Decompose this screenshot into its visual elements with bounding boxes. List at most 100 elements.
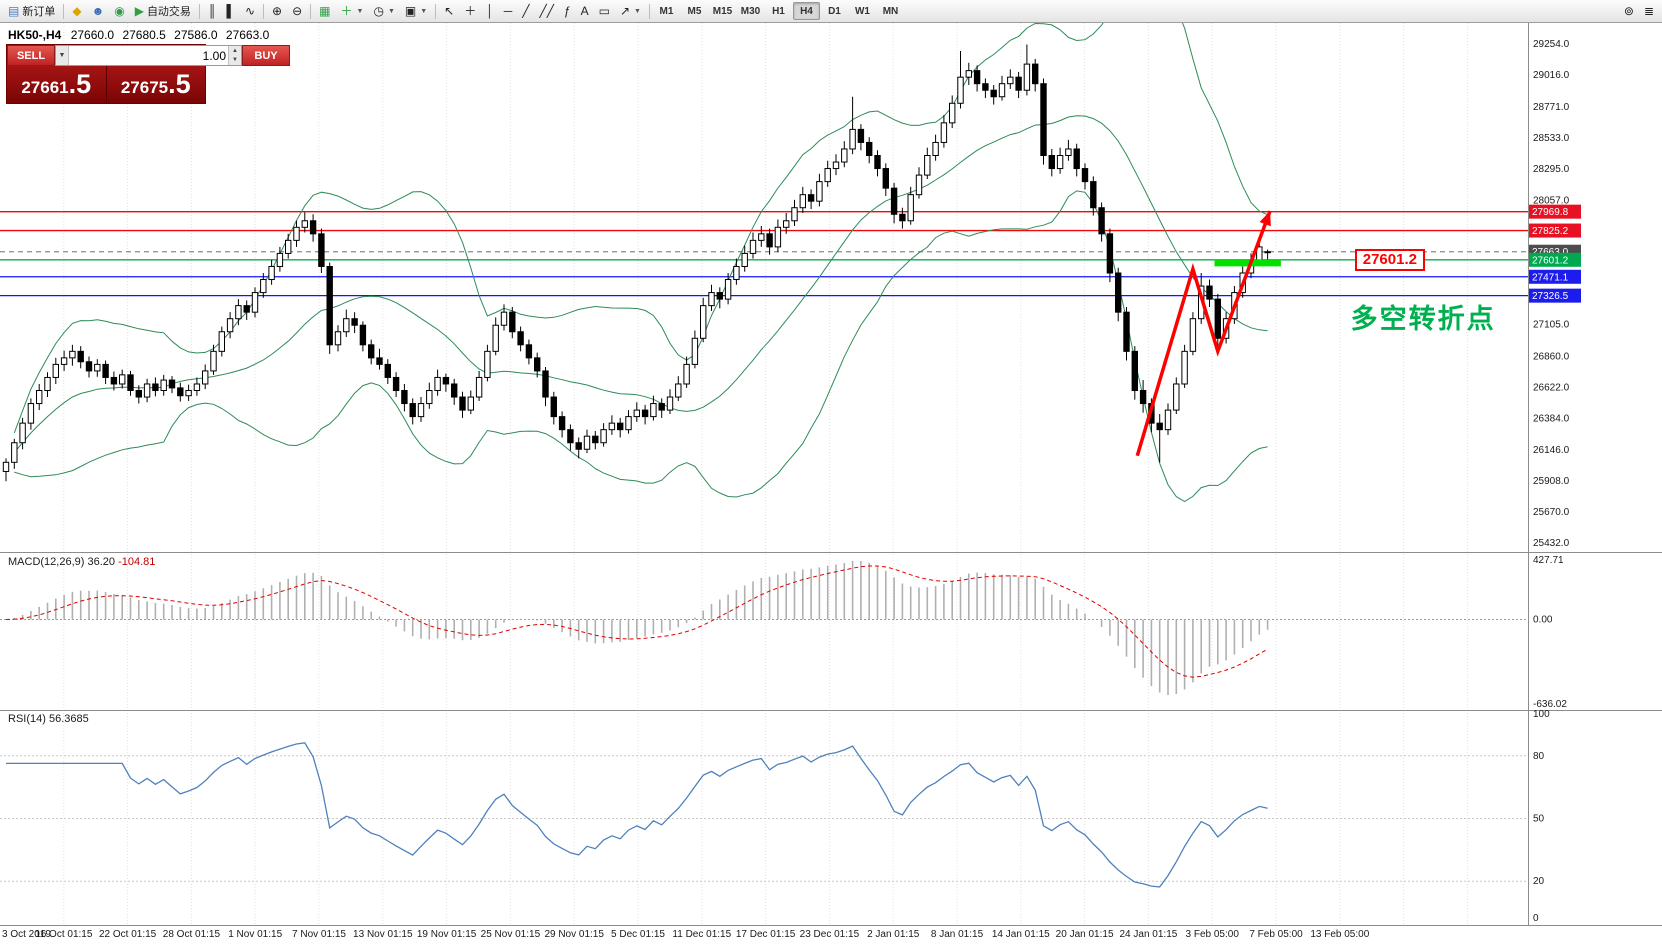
toolbar-separator: [198, 3, 200, 19]
svg-text:0.00: 0.00: [1533, 615, 1553, 626]
candlestick-icon: ▌: [226, 4, 235, 18]
tf-button-H1[interactable]: H1: [765, 2, 792, 20]
zoom-in-button[interactable]: ⊕: [267, 2, 287, 21]
indicators-button[interactable]: ＋ ▼: [336, 2, 369, 21]
chevron-down-icon: ▼: [634, 7, 641, 15]
vertical-line-tool-button[interactable]: │: [481, 2, 499, 21]
zoom-out-button[interactable]: ⊖: [287, 2, 307, 21]
chevron-down-icon: ▼: [356, 7, 364, 15]
svg-text:27825.2: 27825.2: [1532, 226, 1569, 237]
navigator-icon: ◉: [114, 4, 125, 18]
time-axis-label: 11 Dec 01:15: [672, 929, 731, 940]
channel-icon: ╱╱: [539, 4, 554, 18]
profiles-button[interactable]: ◆: [67, 2, 86, 21]
svg-text:27105.0: 27105.0: [1533, 320, 1570, 331]
macd-signal-value: -104.81: [118, 556, 156, 568]
cursor-tool-button[interactable]: ↖: [439, 2, 459, 21]
buy-button[interactable]: BUY: [242, 45, 290, 66]
time-axis-label: 14 Jan 01:15: [992, 929, 1050, 940]
clock-icon: ◷: [373, 4, 384, 18]
svg-text:-636.02: -636.02: [1533, 699, 1567, 710]
auto-trading-button[interactable]: ▶ 自动交易: [130, 2, 196, 21]
ohlc-high: 27680.5: [122, 28, 166, 42]
tf-button-D1[interactable]: D1: [821, 2, 848, 20]
toolbar-separator: [263, 3, 265, 19]
time-axis-label: 19 Nov 01:15: [417, 929, 477, 940]
tf-button-MN[interactable]: MN: [877, 2, 904, 20]
market-watch-button[interactable]: ☻: [87, 2, 110, 21]
pane-separators: [0, 23, 1662, 926]
tile-windows-button[interactable]: ▦: [314, 2, 335, 21]
new-order-button[interactable]: ▤ 新订单: [3, 2, 60, 21]
time-axis-label: 5 Dec 01:15: [611, 929, 665, 940]
buy-price-panel[interactable]: 27675 .5: [106, 66, 205, 103]
chart-bars-button[interactable]: ║: [203, 2, 222, 21]
time-axis-label: 7 Nov 01:15: [292, 929, 346, 940]
svg-text:25432.0: 25432.0: [1533, 538, 1570, 549]
tf-button-M30[interactable]: M30: [737, 2, 764, 20]
text-tool-button[interactable]: A: [576, 2, 594, 21]
trendline-tool-button[interactable]: ╱: [517, 2, 534, 21]
svg-text:28533.0: 28533.0: [1533, 133, 1570, 144]
volume-up-button[interactable]: ▲: [229, 46, 241, 56]
sell-price-prefix: 27661: [21, 78, 69, 97]
toolbar: ▤ 新订单 ◆ ☻ ◉ ▶ 自动交易 ║ ▌ ∿ ⊕ ⊖ ▦ ＋ ▼ ◷ ▼ ▣ ▼ …: [0, 0, 1662, 23]
timeframe-group: M1 M5 M15 M30 H1 H4 D1 W1 MN: [653, 2, 904, 20]
navigator-button[interactable]: ◉: [109, 2, 129, 21]
tf-button-H4[interactable]: H4: [792, 2, 820, 20]
arrow-tool-icon: ↗: [619, 4, 631, 18]
chart-line-button[interactable]: ∿: [240, 2, 260, 21]
svg-text:50: 50: [1533, 814, 1545, 825]
auto-trading-label: 自动交易: [146, 6, 191, 18]
periods-button[interactable]: ◷ ▼: [368, 2, 399, 21]
label-tool-button[interactable]: ▭: [594, 2, 615, 21]
zoom-in-icon: ⊕: [272, 4, 283, 18]
buy-price-big: .5: [168, 69, 191, 99]
svg-text:26384.0: 26384.0: [1533, 414, 1570, 425]
trendline-icon: ╱: [522, 4, 530, 18]
macd-axis-labels: 427.71 0.00 -636.02: [1533, 555, 1567, 710]
chart-plot-area[interactable]: [0, 23, 1528, 925]
tf-button-M1[interactable]: M1: [653, 2, 680, 20]
time-axis-label: 24 Jan 01:15: [1119, 929, 1177, 940]
one-click-trading-widget: SELL ▼ ▲ ▼ BUY 27661 .5 27675 .5: [6, 44, 290, 104]
template-icon: ▣: [404, 4, 417, 18]
price-callout-label[interactable]: 27601.2: [1354, 248, 1425, 271]
time-axis-label: 29 Nov 01:15: [544, 929, 604, 940]
bar-chart-icon: ║: [207, 4, 217, 18]
tf-button-W1[interactable]: W1: [849, 2, 876, 20]
chart-candles-button[interactable]: ▌: [221, 2, 240, 21]
sell-button[interactable]: SELL: [7, 45, 55, 66]
volume-down-button[interactable]: ▼: [229, 55, 241, 65]
channel-tool-button[interactable]: ╱╱: [534, 2, 558, 21]
svg-text:27471.1: 27471.1: [1532, 272, 1569, 283]
trend-arrow-annotation: [1135, 210, 1272, 457]
svg-text:29016.0: 29016.0: [1533, 70, 1570, 81]
tf-button-M5[interactable]: M5: [681, 2, 708, 20]
price-axis-area[interactable]: [1528, 23, 1662, 925]
svg-text:427.71: 427.71: [1533, 555, 1564, 566]
menu-button[interactable]: ≣: [1639, 2, 1659, 21]
sell-price-panel[interactable]: 27661 .5: [7, 66, 107, 103]
volume-dropdown-button[interactable]: ▼: [56, 46, 69, 65]
templates-button[interactable]: ▣ ▼: [400, 2, 432, 21]
rsi-axis-labels: 100 80 50 20 0: [1533, 709, 1550, 924]
tf-button-M15[interactable]: M15: [709, 2, 736, 20]
search-button[interactable]: ⊚: [1619, 2, 1639, 21]
crosshair-tool-button[interactable]: ＋: [459, 2, 481, 21]
time-axis-area[interactable]: [0, 925, 1528, 944]
rsi-line: [6, 742, 1268, 888]
arrows-tool-button[interactable]: ↗ ▼: [615, 2, 646, 21]
time-axis-label: 28 Oct 01:15: [163, 929, 221, 940]
macd-indicator-label: MACD(12,26,9) 36.20 -104.81: [8, 556, 156, 568]
horizontal-line-tool-button[interactable]: ─: [499, 2, 518, 21]
fibonacci-tool-button[interactable]: ƒ: [559, 2, 576, 21]
svg-text:28057.0: 28057.0: [1533, 195, 1570, 206]
chevron-down-icon: ▼: [387, 7, 395, 15]
toolbar-separator: [435, 3, 437, 19]
market-watch-icon: ☻: [91, 4, 105, 18]
volume-input[interactable]: [69, 46, 228, 65]
toolbar-separator: [648, 3, 650, 19]
time-axis-label: 3 Feb 05:00: [1186, 929, 1240, 940]
svg-text:29254.0: 29254.0: [1533, 39, 1570, 50]
